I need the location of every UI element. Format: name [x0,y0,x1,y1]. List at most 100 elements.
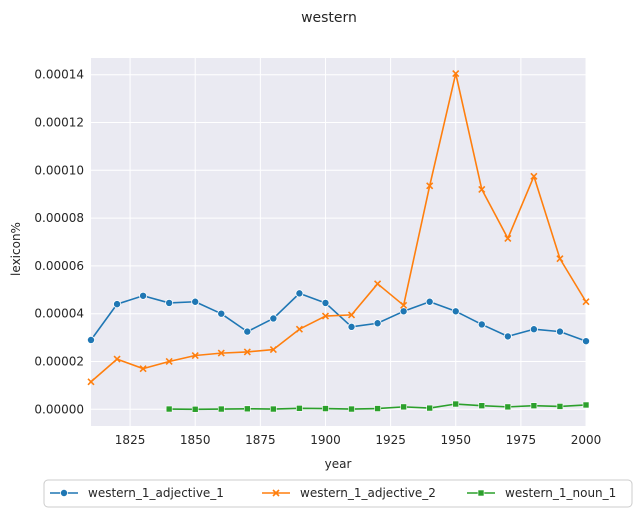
x-marker-stroke [165,357,173,366]
x-marker-stroke [113,355,121,363]
x-tick-label: 1875 [245,433,276,447]
series-line [90,72,587,383]
series-lines [87,69,591,413]
x-tick-label: 1975 [506,433,537,447]
y-tick-label: 0.00000 [34,402,84,416]
x-marker-stroke [191,351,199,360]
data-point [217,349,225,357]
data-point [217,309,226,318]
data-point [477,320,486,329]
y-tick-label: 0.00004 [34,307,84,321]
data-point [426,404,433,412]
data-point [139,365,147,373]
legend: western_1_adjective_1 western_1_adjective… [43,479,633,508]
legend-marker [60,488,69,497]
x-marker-stroke [556,255,564,263]
data-point [555,327,564,336]
chart-title: western [301,10,357,26]
data-point [191,351,199,360]
x-tick-label: 1825 [115,433,146,447]
data-point [321,312,330,320]
x-tick-label: 1850 [180,433,211,447]
data-point [426,182,434,190]
x-marker-stroke [478,185,486,193]
data-point [295,325,303,333]
data-point [243,327,252,336]
legend-item: western_1_adjective_1 [50,486,224,500]
y-tick-label: 0.00014 [34,68,84,82]
x-axis-label: year [325,457,352,471]
data-point [478,402,486,409]
data-point [582,298,590,306]
data-point [269,345,277,354]
y-tick-label: 0.00012 [34,116,84,130]
x-marker-stroke [139,365,147,373]
data-point [425,297,434,306]
data-point [321,298,330,307]
data-point [451,307,460,316]
x-tick-label: 1900 [310,433,341,447]
data-point [529,325,538,334]
x-marker-stroke [217,349,225,357]
plot-area [91,58,586,426]
data-point [452,400,460,408]
x-tick-label: 2000 [571,433,602,447]
data-point [270,405,277,413]
data-point [113,300,122,309]
x-marker-stroke [504,234,512,242]
legend-label: western_1_adjective_1 [88,486,224,500]
axis-ticks: 1825 1850 1875 1900 1925 1950 1975 2000 0.00000 0… [34,68,601,447]
legend-label: western_1_noun_1 [505,486,616,500]
data-point [556,255,564,263]
data-point [400,403,407,411]
x-tick-label: 1925 [375,433,406,447]
legend-item: western_1_noun_1 [467,486,616,500]
data-point [503,332,512,341]
x-marker-stroke [321,312,330,320]
data-point [87,335,96,344]
x-marker-stroke [295,325,303,333]
legend-frame [43,479,633,508]
data-point [399,307,408,316]
data-point [347,311,356,319]
series-western_1_noun_1 [165,400,590,413]
x-marker-stroke [452,69,460,78]
data-point [191,297,200,306]
legend-item: western_1_adjective_2 [262,486,436,500]
data-point [347,322,356,331]
data-point [165,298,174,307]
y-axis-label: lexicon% [9,222,23,276]
data-point [113,355,121,363]
data-point [582,337,591,346]
data-point [504,234,512,242]
x-marker-stroke [243,348,251,356]
data-point [243,348,251,356]
x-marker-stroke [87,378,95,386]
x-marker-stroke [582,298,590,306]
x-marker-stroke [426,182,434,190]
data-point [504,403,512,411]
data-point [556,403,564,410]
data-point [582,401,590,409]
data-point [452,69,460,78]
x-marker-stroke [272,489,280,497]
data-point [217,405,225,413]
legend-marker [477,489,485,497]
data-point [165,405,173,413]
data-point [373,319,382,328]
x-tick-label: 1950 [440,433,471,447]
data-point [295,289,304,298]
x-marker-stroke [530,172,538,180]
data-point [530,402,538,409]
data-point [191,405,199,413]
y-tick-label: 0.00008 [34,211,84,225]
data-point [139,291,148,300]
x-marker-stroke [374,280,382,288]
data-point [165,357,173,366]
series-western_1_adjective_2 [87,69,590,386]
data-point [348,405,355,413]
data-point [374,405,381,412]
data-point [478,185,486,193]
data-point [269,314,278,323]
